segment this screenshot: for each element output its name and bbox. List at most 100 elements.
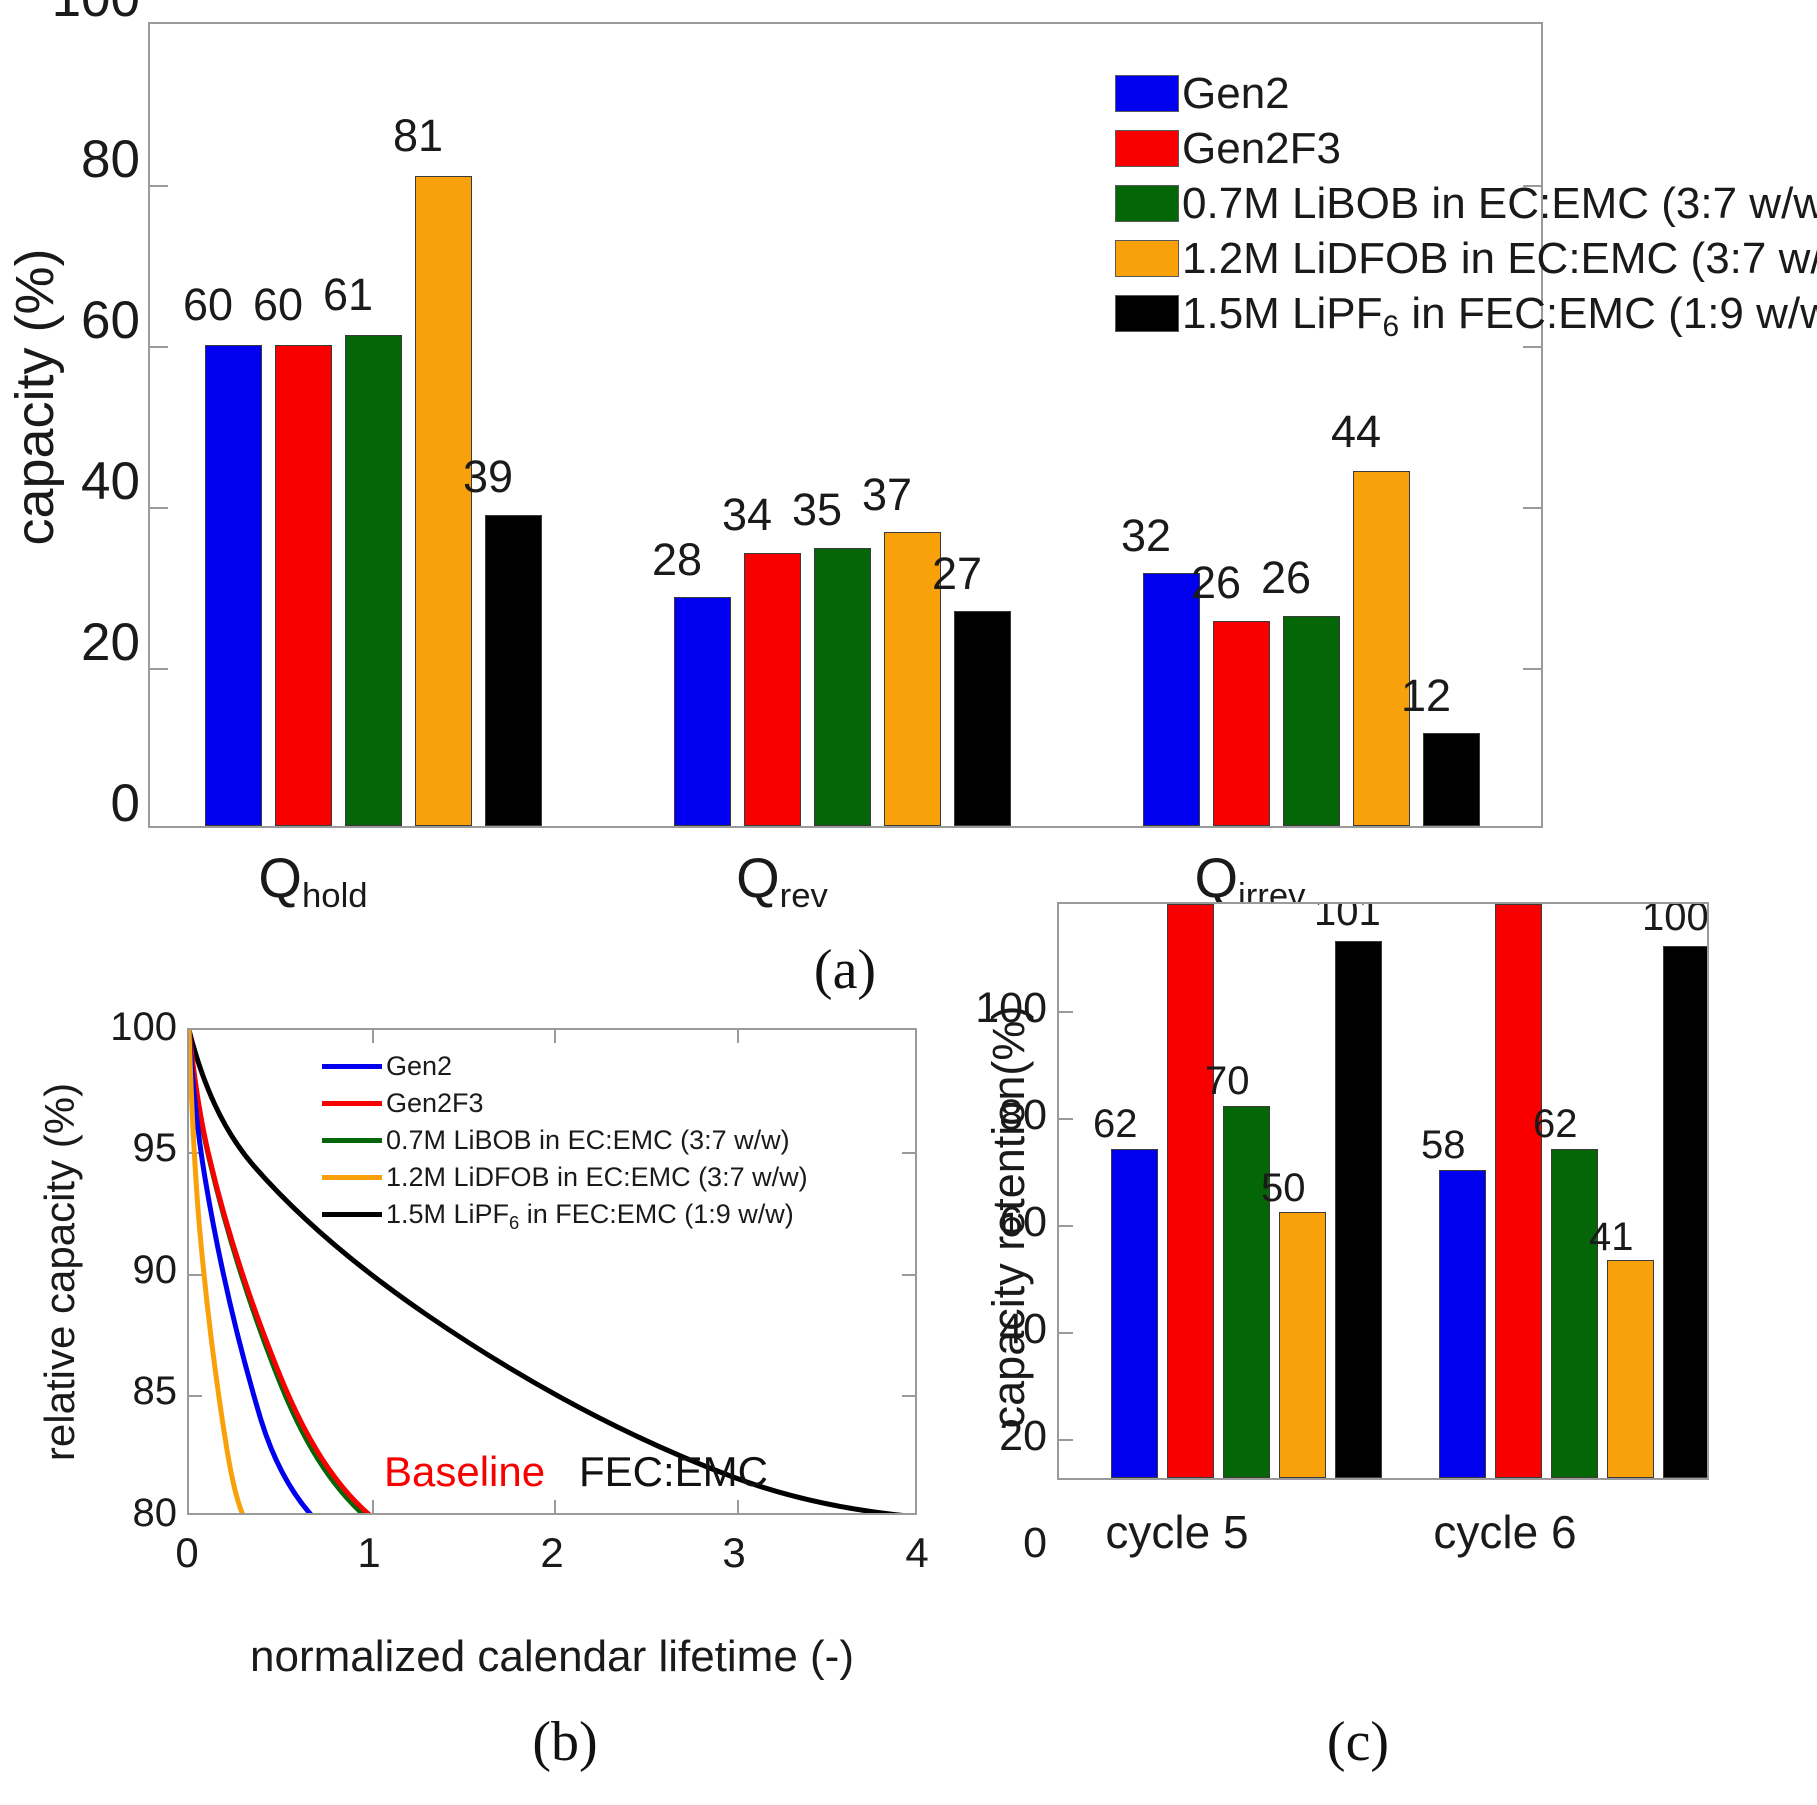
x-tick-label: 0 <box>175 1529 199 1576</box>
y-tick-80 <box>1059 1118 1073 1120</box>
y-tick-label: 100 <box>975 984 1047 1032</box>
curve-lidfob <box>189 1030 245 1513</box>
y-tick-label: 80 <box>999 1091 1047 1139</box>
caption-c: (c) <box>1326 1711 1390 1773</box>
y-tick-40 <box>1059 1332 1073 1334</box>
bar-cycle6-lipf6 <box>1663 946 1707 1478</box>
y-tick-label: 0 <box>1023 1519 1047 1567</box>
y-tick-label: 60 <box>81 291 140 350</box>
y-tick-label: 90 <box>132 1248 178 1292</box>
legend-swatch-libob <box>1115 185 1179 222</box>
curve-gen2 <box>189 1030 313 1513</box>
legend-item-gen2f3: Gen2F3 <box>322 1085 915 1122</box>
bar-value-label: 12 <box>1401 670 1452 721</box>
bar-qirrev-gen2 <box>1143 573 1200 826</box>
legend-label: Gen2 <box>1182 68 1290 118</box>
x-tick-1-top <box>371 1030 374 1043</box>
bar-cycle5-gen2f3 <box>1167 904 1214 1478</box>
curve-gen2f3 <box>189 1030 372 1513</box>
legend-label-pre: 1.5M LiPF <box>1182 288 1383 338</box>
y-tick-100 <box>1059 1011 1073 1013</box>
bar-value-label: 50 <box>1261 1166 1306 1210</box>
y-tick-40 <box>150 507 168 509</box>
panel-b-plot-area: Baseline FEC:EMC Gen2 Gen2F3 0.7M LiBOB … <box>187 1028 917 1515</box>
bar-value-label: 28 <box>652 534 703 585</box>
y-tick-20 <box>150 668 168 670</box>
legend-label: 1.2M LiDFOB in EC:EMC (3:7 w/w) <box>386 1162 808 1192</box>
legend-label: Gen2F3 <box>1182 123 1341 173</box>
legend-line-lipf6 <box>322 1212 382 1217</box>
bar-cycle6-gen2 <box>1439 1169 1486 1478</box>
bar-value-label: 32 <box>1121 510 1172 561</box>
legend-label: Gen2F3 <box>386 1088 484 1118</box>
bar-qrev-gen2 <box>674 597 731 826</box>
y-tick-label: 80 <box>81 130 140 189</box>
y-tick-85 <box>189 1395 202 1398</box>
caption-a: (a) <box>813 939 877 1001</box>
q-sub: rev <box>779 876 828 915</box>
legend-label-post: in FEC:EMC (1:9 w/w) <box>519 1199 794 1229</box>
y-tick-40-right <box>1523 507 1541 509</box>
legend-label: Gen2 <box>386 1051 453 1081</box>
legend-label: 1.5M LiPF6 in FEC:EMC (1:9 w/w) <box>1182 288 1817 342</box>
bar-cycle6-libob <box>1551 1148 1598 1478</box>
y-tick-label: 80 <box>132 1491 178 1535</box>
legend-label-pre: 1.5M LiPF <box>386 1199 510 1229</box>
bar-value-label: 70 <box>1205 1059 1250 1103</box>
y-tick-85-right <box>902 1395 915 1398</box>
bar-qirrev-lipf6 <box>1423 732 1480 826</box>
panel-a-bar-chart: capacity (%) 100 80 60 40 20 0 <box>0 0 1817 1001</box>
legend-item-libob: 0.7M LiBOB in EC:EMC (3:7 w/w) <box>1115 176 1817 231</box>
x-tick-3-top <box>736 1030 739 1043</box>
legend-label-sub: 6 <box>509 1211 520 1233</box>
panel-a-legend: Gen2 Gen2F3 0.7M LiBOB in EC:EMC (3:7 w/… <box>1115 66 1817 342</box>
legend-item-libob: 0.7M LiBOB in EC:EMC (3:7 w/w) <box>322 1122 915 1159</box>
legend-swatch-gen2f3 <box>1115 130 1179 167</box>
y-tick-label: 20 <box>999 1412 1047 1460</box>
y-tick-95-right <box>902 1151 915 1154</box>
legend-line-gen2f3 <box>322 1101 382 1106</box>
bar-value-label: 39 <box>463 451 514 502</box>
q-base: Q <box>258 846 302 909</box>
y-tick-60-right <box>1523 346 1541 348</box>
y-tick-90-right <box>902 1273 915 1276</box>
y-tick-label: 100 <box>110 1005 177 1049</box>
legend-line-libob <box>322 1138 382 1143</box>
panel-b-legend: Gen2 Gen2F3 0.7M LiBOB in EC:EMC (3:7 w/… <box>322 1048 915 1233</box>
panel-a-plot-area: 60 60 61 81 39 28 34 35 37 27 32 26 26 4… <box>148 22 1817 828</box>
panel-b-x-axis-label: normalized calendar lifetime (-) <box>250 1632 854 1681</box>
x-tick-label: 3 <box>722 1529 746 1576</box>
bar-qhold-gen2 <box>205 344 262 826</box>
x-group-label-qhold: Qhold <box>113 845 513 915</box>
bar-value-label: 26 <box>1261 552 1312 603</box>
panel-b-curves <box>189 1030 904 1513</box>
bar-cycle6-lidfob <box>1607 1259 1654 1478</box>
bar-value-label: 34 <box>722 489 773 540</box>
bar-value-label: 44 <box>1331 406 1382 457</box>
x-tick-label: 4 <box>905 1529 929 1576</box>
y-tick-20 <box>1059 1439 1073 1441</box>
legend-swatch-lipf6 <box>1115 295 1179 332</box>
bar-value-label: 27 <box>932 548 983 599</box>
bar-cycle5-libob <box>1223 1106 1270 1478</box>
x-group-label-cycle5: cycle 5 <box>1105 1506 1249 1558</box>
bar-qrev-lipf6 <box>954 611 1011 826</box>
legend-item-lidfob: 1.2M LiDFOB in EC:EMC (3:7 w/w) <box>1115 231 1817 286</box>
legend-item-lipf6: 1.5M LiPF6 in FEC:EMC (1:9 w/w) <box>1115 286 1817 342</box>
bar-qrev-lidfob <box>884 532 941 826</box>
legend-item-gen2: Gen2 <box>1115 66 1675 121</box>
bar-value-label: 62 <box>1533 1102 1578 1146</box>
y-tick-80 <box>150 185 168 187</box>
bar-qirrev-libob <box>1283 615 1340 826</box>
y-tick-label: 40 <box>999 1305 1047 1353</box>
q-sub: hold <box>301 876 368 915</box>
legend-line-lidfob <box>322 1175 382 1180</box>
y-tick-20-right <box>1523 668 1541 670</box>
bar-qhold-gen2f3 <box>275 344 332 826</box>
x-group-label-qrev: Qrev <box>582 845 982 915</box>
x-tick-label: 1 <box>357 1529 381 1576</box>
y-tick-label: 100 <box>0 0 140 25</box>
y-tick-90 <box>189 1273 202 1276</box>
bar-qhold-lidfob <box>415 176 472 826</box>
bar-cycle6-gen2f3 <box>1495 904 1542 1478</box>
